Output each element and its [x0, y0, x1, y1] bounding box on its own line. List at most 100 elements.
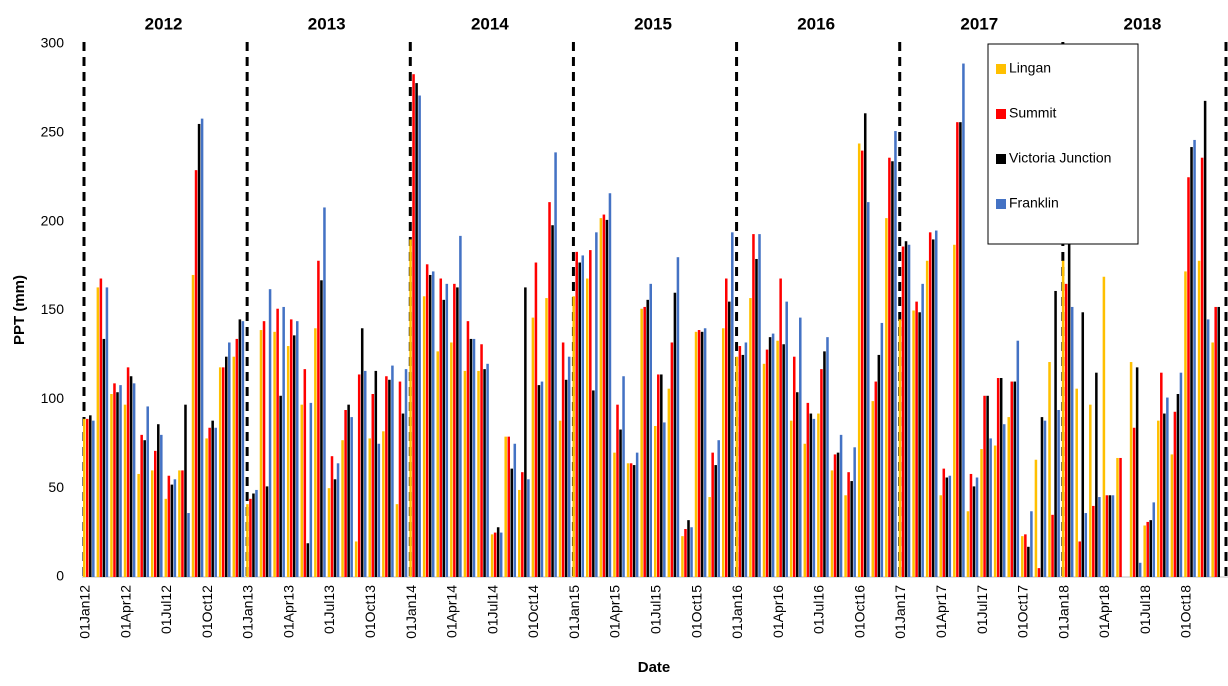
bar — [221, 367, 225, 577]
bar — [860, 150, 864, 577]
bar — [391, 365, 394, 577]
bar — [1135, 367, 1139, 577]
bar — [1206, 319, 1210, 577]
bar — [703, 328, 707, 577]
bar — [1108, 495, 1112, 577]
x-tick-label: 01Apr16 — [770, 585, 786, 638]
bar — [150, 470, 154, 577]
year-label: 2012 — [145, 14, 183, 33]
bar — [477, 370, 480, 577]
bar — [537, 385, 541, 577]
bar — [1084, 513, 1088, 577]
bar — [86, 418, 89, 577]
bar — [1021, 536, 1024, 577]
bar — [1157, 420, 1160, 577]
bar — [1067, 212, 1071, 578]
bar — [945, 477, 949, 577]
bar — [422, 296, 426, 577]
bar — [398, 381, 402, 577]
bar — [354, 541, 358, 577]
bar — [314, 328, 317, 577]
bar — [110, 394, 113, 577]
bar — [595, 232, 598, 577]
bar — [993, 445, 997, 577]
bar — [975, 477, 979, 577]
bar — [395, 504, 399, 577]
bar — [1200, 157, 1204, 577]
bar — [83, 418, 86, 577]
bar — [268, 289, 272, 577]
bar — [548, 202, 551, 577]
legend-label: Victoria Junction — [1009, 150, 1111, 166]
bar — [241, 321, 245, 577]
bar — [513, 443, 517, 577]
bar — [619, 429, 622, 577]
y-tick-label: 200 — [41, 212, 65, 228]
bar — [667, 388, 671, 577]
bar — [999, 378, 1003, 577]
bar — [1170, 454, 1174, 577]
bar — [789, 420, 793, 577]
bar — [187, 513, 190, 577]
bar — [368, 438, 372, 577]
bar — [1061, 260, 1065, 577]
bar — [157, 424, 160, 577]
bar — [654, 425, 657, 577]
bar — [527, 479, 530, 577]
bar — [694, 331, 698, 577]
bar — [635, 452, 639, 577]
bar — [1081, 312, 1085, 577]
bar — [803, 443, 807, 577]
bar — [948, 475, 952, 577]
bar — [888, 157, 891, 577]
bar — [714, 465, 717, 577]
bar — [1149, 520, 1152, 577]
bar — [336, 463, 340, 577]
bar — [1034, 459, 1038, 577]
bar — [649, 283, 652, 577]
bar — [123, 404, 127, 577]
bar — [820, 369, 823, 577]
bar — [880, 322, 884, 577]
bar — [96, 287, 100, 577]
x-tick-label: 01Jan12 — [77, 585, 93, 639]
bar — [472, 338, 476, 577]
x-tick-label: 01Jul14 — [484, 585, 500, 634]
bar — [735, 356, 739, 577]
bar — [1190, 147, 1193, 577]
bar — [1105, 495, 1109, 577]
bar — [592, 390, 595, 577]
bar — [466, 321, 470, 577]
bar — [510, 468, 514, 577]
legend-swatch — [996, 154, 1006, 164]
bar — [218, 367, 222, 577]
bar — [871, 401, 875, 577]
x-tick-label: 01Apr18 — [1096, 585, 1112, 638]
bar — [830, 470, 834, 577]
bar — [901, 246, 905, 578]
bar — [228, 342, 231, 577]
bar — [246, 504, 249, 577]
bar — [1119, 457, 1122, 577]
x-tick-label: 01Jul16 — [811, 585, 827, 634]
bar — [867, 202, 870, 577]
bar — [214, 427, 217, 577]
bar — [812, 418, 816, 577]
bar — [504, 436, 507, 577]
bar — [928, 232, 932, 577]
x-tick-label: 01Jul18 — [1137, 585, 1153, 634]
bar — [445, 283, 449, 577]
bar — [507, 436, 510, 577]
bar — [262, 321, 266, 577]
bar — [323, 207, 326, 577]
bar — [1166, 397, 1169, 577]
bar — [925, 260, 929, 577]
bar — [744, 342, 748, 577]
bar — [663, 422, 666, 577]
x-tick-label: 01Oct13 — [362, 585, 378, 638]
x-tick-label: 01Oct17 — [1015, 585, 1031, 638]
bar — [317, 260, 320, 577]
bar — [1089, 404, 1092, 577]
bar — [844, 495, 847, 577]
